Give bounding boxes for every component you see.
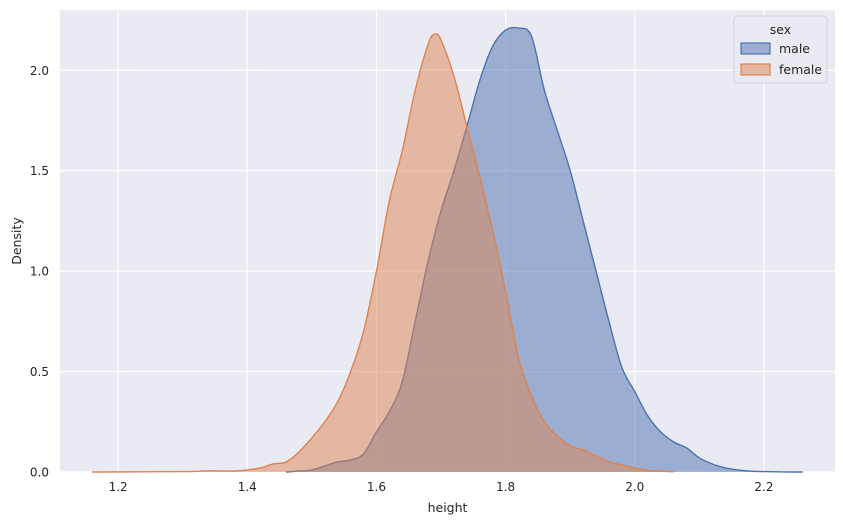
legend-swatch-male <box>740 42 771 55</box>
legend-items: male female <box>740 41 822 77</box>
density-area-female <box>92 33 674 472</box>
x-tick-label: 1.8 <box>496 480 515 494</box>
y-tick-label: 1.0 <box>30 265 49 279</box>
legend: sex male female <box>733 15 828 84</box>
x-tick-label: 2.0 <box>625 480 644 494</box>
legend-swatch-female <box>740 63 771 76</box>
tick-labels: 1.2 1.4 1.6 1.8 2.0 2.2 0.0 0.5 1.0 1.5 2.0 <box>30 64 774 494</box>
x-tick-label: 1.4 <box>238 480 257 494</box>
series-areas <box>92 26 803 473</box>
y-tick-label: 2.0 <box>30 64 49 78</box>
legend-label-male: male <box>779 41 810 56</box>
y-axis-label: Density <box>9 217 24 265</box>
legend-title: sex <box>770 22 791 37</box>
x-axis-label: height <box>428 500 468 515</box>
x-tick-label: 1.2 <box>109 480 128 494</box>
y-tick-label: 0.5 <box>30 365 49 379</box>
density-line-female <box>92 33 674 473</box>
x-tick-label: 2.2 <box>754 480 773 494</box>
y-tick-label: 0.0 <box>30 466 49 480</box>
x-tick-label: 1.6 <box>367 480 386 494</box>
y-tick-label: 1.5 <box>30 164 49 178</box>
legend-label-female: female <box>779 62 822 77</box>
